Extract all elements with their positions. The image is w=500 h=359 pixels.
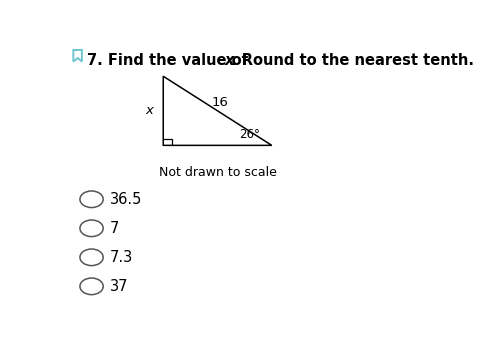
Text: 7.3: 7.3 xyxy=(110,250,134,265)
Text: 7. Find the value of: 7. Find the value of xyxy=(86,53,252,68)
Text: . Round to the nearest tenth.: . Round to the nearest tenth. xyxy=(231,53,474,68)
Text: 16: 16 xyxy=(212,96,228,109)
Text: 7: 7 xyxy=(110,221,120,236)
Text: 26°: 26° xyxy=(239,128,260,141)
Text: x: x xyxy=(146,104,154,117)
Text: 36.5: 36.5 xyxy=(110,192,142,207)
Text: 37: 37 xyxy=(110,279,128,294)
Text: x: x xyxy=(224,53,234,68)
Text: Not drawn to scale: Not drawn to scale xyxy=(158,166,276,179)
